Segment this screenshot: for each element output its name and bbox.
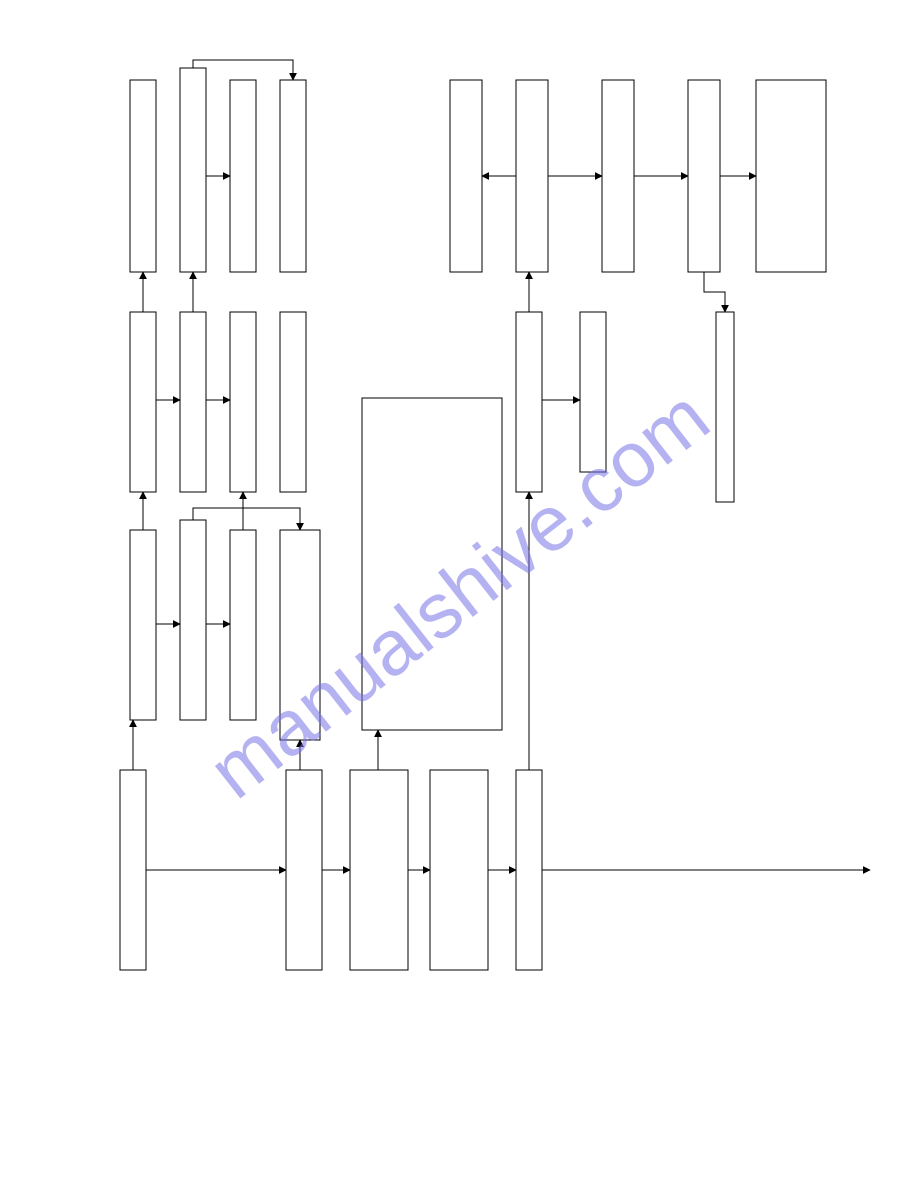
flowchart-edge [193, 60, 293, 80]
flowchart-edge [193, 508, 300, 530]
flowchart-node [602, 80, 634, 272]
flowchart-edge [704, 272, 725, 312]
flowchart-node [516, 312, 542, 492]
flowchart-node [450, 80, 482, 272]
flowchart-node [688, 80, 720, 272]
flowchart-node [280, 80, 306, 272]
flowchart-node [180, 68, 206, 272]
flowchart-node [350, 770, 408, 970]
flowchart-node [756, 80, 826, 272]
flowchart-node [286, 770, 322, 970]
flowchart-node [120, 770, 146, 970]
flowchart-node [280, 530, 320, 740]
flowchart-node [362, 398, 502, 730]
flowchart-node [230, 312, 256, 492]
flowchart-node [130, 312, 156, 492]
flowchart-node [230, 530, 256, 720]
flowchart-node [716, 312, 734, 502]
flowchart-node [516, 770, 542, 970]
flowchart-node [130, 80, 156, 272]
flowchart-diagram [0, 0, 918, 1188]
flowchart-node [430, 770, 488, 970]
flowchart-node [130, 530, 156, 720]
flowchart-node [230, 80, 256, 272]
flowchart-node [516, 80, 548, 272]
flowchart-node [580, 312, 606, 472]
flowchart-node [180, 520, 206, 720]
flowchart-node [280, 312, 306, 492]
flowchart-node [180, 312, 206, 492]
